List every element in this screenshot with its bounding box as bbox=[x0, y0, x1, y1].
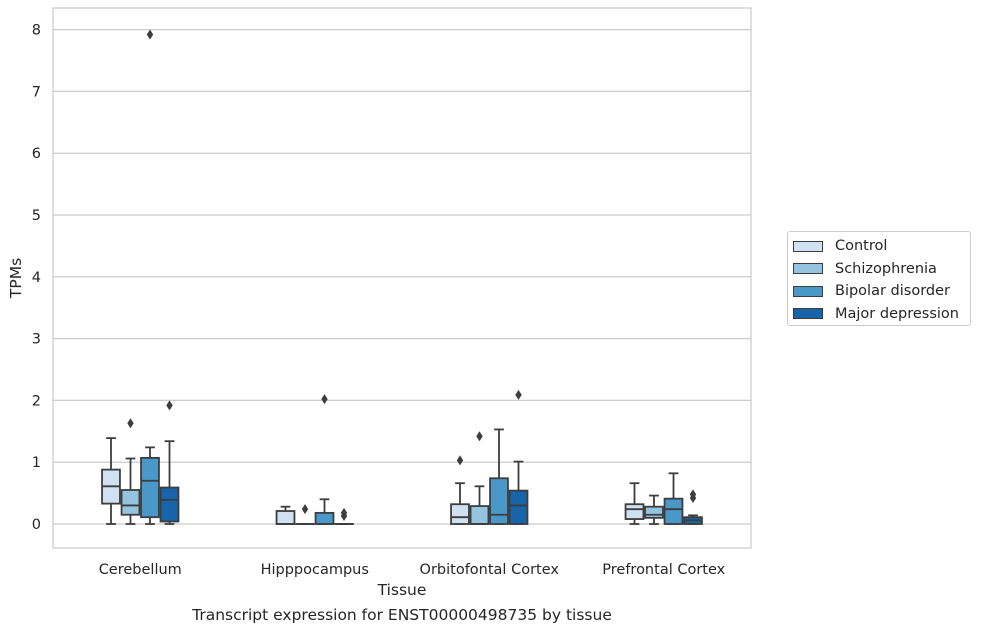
box-bipolar-disorder bbox=[314, 394, 335, 525]
box-bipolar-disorder bbox=[663, 472, 684, 525]
iqr-box bbox=[489, 477, 509, 525]
outlier-point bbox=[166, 400, 173, 411]
box-bipolar-disorder bbox=[489, 428, 509, 525]
iqr-box bbox=[314, 511, 335, 525]
box-major-depression bbox=[683, 489, 703, 525]
legend-item: Control bbox=[793, 237, 887, 255]
iqr-box bbox=[663, 497, 684, 525]
legend-label: Major depression bbox=[835, 305, 959, 322]
iqr-box bbox=[159, 486, 180, 523]
x-tick-label: Cerebellum bbox=[99, 562, 182, 578]
x-axis-ticks: Cerebellum Hipppocampus Orbitofontal Corte… bbox=[99, 562, 726, 578]
box-schizophrenia bbox=[469, 431, 490, 525]
box-schizophrenia bbox=[644, 494, 664, 525]
outlier-point bbox=[515, 389, 522, 400]
y-tick-label: 4 bbox=[32, 270, 41, 286]
box-major-depression bbox=[508, 389, 529, 525]
legend-label: Control bbox=[835, 238, 888, 254]
legend-swatch bbox=[793, 263, 823, 274]
outlier-point bbox=[689, 489, 697, 500]
x-axis-label: Tissue bbox=[377, 581, 427, 599]
iqr-box bbox=[508, 489, 529, 525]
x-tick-label: Orbitofontal Cortex bbox=[420, 562, 560, 578]
iqr-box bbox=[469, 505, 490, 525]
box-major-depression bbox=[334, 507, 354, 525]
iqr-box bbox=[140, 456, 160, 519]
iqr-box bbox=[275, 510, 296, 525]
iqr-box bbox=[120, 489, 141, 516]
y-axis-label: TPMs bbox=[7, 258, 25, 299]
legend-label: Schizophrenia bbox=[835, 260, 937, 277]
outlier-point bbox=[476, 431, 483, 442]
legend-swatch bbox=[793, 285, 823, 297]
box-control bbox=[101, 437, 121, 525]
box-control bbox=[275, 505, 296, 525]
iqr-box bbox=[644, 505, 664, 519]
y-tick-label: 2 bbox=[32, 393, 41, 409]
outlier-point bbox=[456, 455, 464, 466]
box-control bbox=[450, 455, 470, 525]
legend-item: Bipolar disorder bbox=[793, 282, 950, 300]
legend-label: Bipolar disorder bbox=[835, 283, 950, 299]
outlier-point bbox=[321, 394, 328, 405]
legend-swatch bbox=[793, 308, 823, 319]
box-series bbox=[101, 29, 703, 525]
plot-frame bbox=[52, 7, 752, 549]
y-axis-ticks: 0 1 2 3 4 5 6 7 8 bbox=[32, 23, 41, 533]
chart-caption: Transcript expression for ENST0000049873… bbox=[192, 606, 612, 624]
y-tick-label: 3 bbox=[32, 332, 41, 348]
outlier-point bbox=[127, 418, 134, 429]
box-bipolar-disorder bbox=[140, 29, 160, 525]
box-schizophrenia bbox=[120, 418, 141, 525]
y-tick-label: 8 bbox=[32, 23, 41, 39]
legend: Control Schizophrenia Bipolar disorder Majo… bbox=[787, 231, 971, 326]
y-tick-label: 7 bbox=[32, 84, 41, 100]
y-tick-label: 0 bbox=[32, 517, 41, 533]
legend-swatch bbox=[793, 240, 823, 252]
outlier-point bbox=[340, 507, 348, 518]
x-tick-label: Hipppocampus bbox=[261, 562, 369, 578]
outlier-point bbox=[146, 29, 154, 40]
box-schizophrenia bbox=[295, 504, 315, 525]
y-tick-label: 5 bbox=[32, 208, 41, 224]
outlier-point bbox=[301, 504, 309, 515]
y-tick-label: 1 bbox=[32, 455, 41, 471]
box-major-depression bbox=[159, 400, 180, 525]
iqr-box bbox=[624, 503, 645, 520]
x-tick-label: Prefrontal Cortex bbox=[602, 562, 725, 578]
iqr-box bbox=[450, 503, 470, 525]
legend-item: Major depression bbox=[793, 305, 959, 323]
box-control bbox=[624, 482, 645, 525]
y-tick-label: 6 bbox=[32, 146, 41, 162]
legend-item: Schizophrenia bbox=[793, 260, 937, 278]
